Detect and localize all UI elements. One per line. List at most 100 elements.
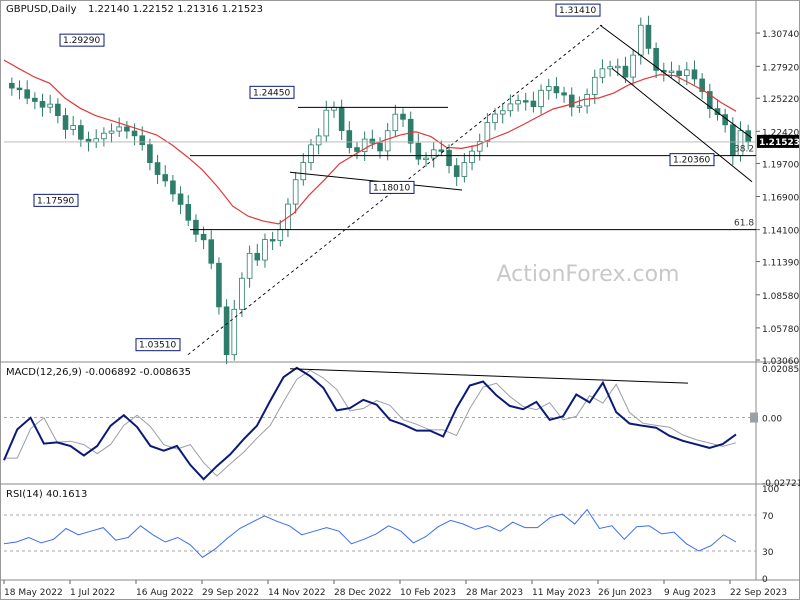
- candle-body: [545, 86, 552, 91]
- x-tick-label: 22 Sep 2023: [730, 588, 787, 598]
- candle-body: [714, 108, 721, 116]
- candle-body: [507, 103, 514, 112]
- candle-body: [346, 130, 353, 149]
- x-tick-label: 28 Mar 2023: [466, 588, 523, 598]
- x-tick-label: 26 Jun 2023: [598, 588, 652, 598]
- candle-body: [154, 162, 161, 175]
- macd-tick-label: 0.020858: [762, 365, 800, 375]
- candle-body: [139, 135, 146, 146]
- candle-body: [62, 115, 69, 130]
- annotation-label: 1.17590: [37, 196, 74, 206]
- rsi-line: [3, 508, 737, 558]
- candle-body: [200, 233, 207, 241]
- candle-body: [231, 308, 238, 356]
- candle-body: [208, 239, 215, 264]
- candle-body: [630, 54, 636, 78]
- candle-body: [147, 144, 153, 164]
- candle-body: [676, 70, 682, 76]
- candle-body: [262, 239, 268, 261]
- macd-tick-label: -0.027213: [762, 479, 800, 489]
- macd-title: MACD(12,26,9) -0.006892 -0.008635: [6, 367, 191, 378]
- candle-body: [16, 87, 23, 91]
- candle-body: [438, 149, 445, 152]
- ohlc-readout: 1.22140 1.22152 1.21316 1.21523: [88, 4, 263, 15]
- macd-zero-marker: [750, 412, 758, 423]
- price-tick-label: 1.19700: [762, 160, 799, 170]
- candle-body: [354, 147, 360, 152]
- candle-body: [415, 142, 422, 160]
- candle-body: [300, 162, 307, 181]
- candle-body: [361, 138, 368, 152]
- rsi-tick-label: 0: [762, 575, 768, 585]
- candle-body: [553, 86, 560, 94]
- channel-upper-line: [599, 24, 753, 139]
- candle-body: [707, 91, 713, 110]
- candle-body: [177, 193, 184, 205]
- rsi-tick-label: 100: [762, 485, 779, 495]
- price-tick-label: 1.14100: [762, 227, 799, 237]
- candle-body: [338, 106, 345, 131]
- candle-body: [131, 130, 138, 137]
- candle-body: [108, 130, 115, 134]
- candle-body: [9, 82, 15, 89]
- candle-body: [492, 113, 498, 123]
- candle-body: [185, 204, 192, 221]
- candle-body: [269, 239, 276, 242]
- candle-body: [124, 126, 130, 132]
- annotation-box: [33, 193, 79, 207]
- candle-body: [315, 135, 322, 146]
- annotation-label: 1.18010: [373, 183, 410, 193]
- moving-average-line: [3, 59, 737, 225]
- fib-level-label: 38.2: [734, 145, 754, 155]
- candle-body: [101, 132, 107, 140]
- candle-body: [400, 113, 406, 120]
- price-tick-label: 1.16900: [762, 194, 799, 204]
- candle-body: [193, 219, 199, 235]
- candle-body: [684, 69, 690, 76]
- rsi-tick-label: 30: [762, 548, 774, 558]
- x-tick-label: 11 May 2023: [532, 588, 591, 598]
- x-tick-label: 14 Nov 2022: [268, 588, 326, 598]
- candle-body: [622, 65, 629, 78]
- last-price-tag: [757, 134, 799, 148]
- x-tick-label: 16 Aug 2022: [136, 588, 194, 598]
- annotation-label: 1.29290: [63, 36, 100, 46]
- candle-body: [423, 157, 429, 161]
- candle-body: [691, 69, 698, 80]
- candle-body: [377, 142, 383, 152]
- candle-body: [223, 306, 230, 356]
- candle-body: [323, 109, 330, 137]
- candle-body: [55, 103, 61, 116]
- candle-body: [668, 70, 675, 73]
- watermark: ActionForex.com: [497, 262, 680, 287]
- last-price-label: 1.21523: [759, 138, 800, 148]
- candle-body: [538, 89, 544, 108]
- candle-body: [292, 179, 299, 205]
- annotation-box: [369, 180, 415, 194]
- candle-body: [653, 47, 659, 71]
- candle-body: [522, 100, 529, 103]
- candle-body: [116, 126, 123, 132]
- annotation-box: [135, 338, 181, 352]
- macd-tick-label: 0.00: [762, 415, 782, 425]
- annotation-label: 1.20360: [673, 156, 710, 166]
- candle-body: [162, 174, 169, 182]
- candle-body: [170, 180, 176, 195]
- candle-body: [614, 65, 621, 69]
- x-tick-label: 28 Dec 2022: [334, 588, 392, 598]
- candle-body: [515, 100, 521, 105]
- annotation-label: 1.03510: [139, 341, 176, 351]
- candle-body: [70, 125, 76, 130]
- candle-body: [530, 100, 537, 108]
- price-tick-label: 1.25220: [762, 95, 799, 105]
- candle-body: [584, 94, 590, 107]
- annotation-box: [59, 33, 105, 47]
- candle-body: [392, 113, 399, 132]
- candle-body: [645, 24, 652, 49]
- candle-body: [607, 66, 613, 70]
- candle-body: [568, 94, 575, 108]
- candle-body: [484, 122, 491, 142]
- annotation-box: [249, 85, 295, 99]
